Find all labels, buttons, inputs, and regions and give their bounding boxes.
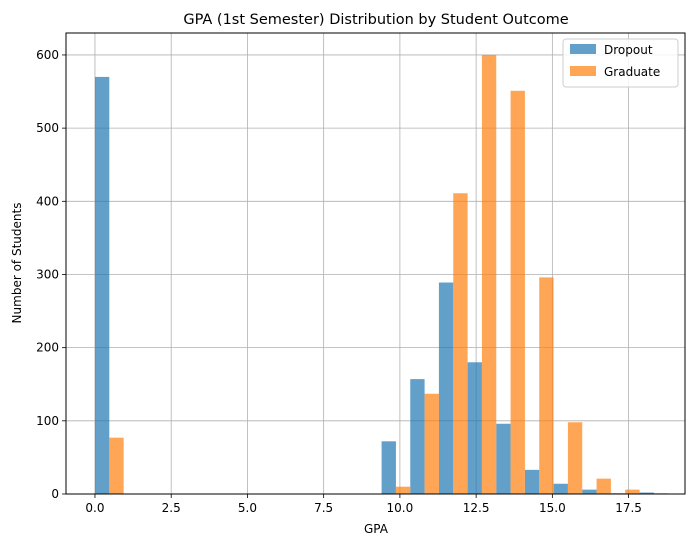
bar-dropout bbox=[94, 76, 110, 495]
x-tick-label: 7.5 bbox=[314, 501, 333, 515]
bar-graduate bbox=[424, 393, 439, 494]
bar-dropout bbox=[553, 483, 568, 494]
bar-graduate bbox=[109, 437, 124, 494]
bar-dropout bbox=[410, 379, 425, 494]
plot-frame bbox=[65, 32, 686, 495]
bar-dropout bbox=[438, 282, 454, 494]
bar-graduate bbox=[395, 486, 411, 494]
x-tick-label: 5.0 bbox=[238, 501, 257, 515]
chart-title: GPA (1st Semester) Distribution by Stude… bbox=[183, 12, 568, 28]
bar-graduate bbox=[539, 277, 554, 494]
bar-graduate bbox=[567, 422, 583, 494]
x-tick-label: 15.0 bbox=[539, 501, 566, 515]
y-tick-label: 600 bbox=[36, 48, 59, 62]
x-tick-label: 2.5 bbox=[162, 501, 181, 515]
y-tick-label: 100 bbox=[36, 414, 59, 428]
x-tick-label: 12.5 bbox=[463, 501, 490, 515]
bar-graduate bbox=[596, 478, 611, 494]
x-axis-label: GPA bbox=[364, 522, 389, 536]
bar-dropout bbox=[582, 489, 597, 494]
legend-swatch-graduate bbox=[570, 66, 596, 76]
bar-graduate bbox=[510, 90, 525, 495]
bar-dropout bbox=[639, 492, 654, 494]
legend: Dropout Graduate bbox=[562, 38, 679, 88]
legend-swatch-dropout bbox=[570, 44, 596, 54]
y-tick-label: 300 bbox=[36, 267, 59, 281]
bar-graduate bbox=[453, 193, 468, 494]
x-tick-label: 0.0 bbox=[85, 501, 104, 515]
x-tick-label: 17.5 bbox=[615, 501, 642, 515]
y-axis-label: Number of Students bbox=[10, 203, 24, 324]
legend-label-dropout: Dropout bbox=[604, 43, 653, 57]
y-tick-label: 0 bbox=[51, 487, 59, 501]
y-axis-ticks: 0 100 200 300 400 500 600 bbox=[36, 48, 66, 501]
legend-label-graduate: Graduate bbox=[604, 65, 660, 79]
x-axis-ticks: 0.0 2.5 5.0 7.5 10.0 12.5 15.0 17.5 bbox=[85, 494, 642, 515]
y-tick-label: 200 bbox=[36, 341, 59, 355]
y-tick-label: 400 bbox=[36, 194, 59, 208]
bar-graduate bbox=[625, 489, 640, 494]
y-tick-label: 500 bbox=[36, 121, 59, 135]
bar-dropout bbox=[496, 423, 511, 494]
bar-dropout bbox=[467, 362, 482, 494]
bar-dropout bbox=[381, 441, 396, 494]
bars bbox=[94, 54, 669, 495]
x-tick-label: 10.0 bbox=[387, 501, 414, 515]
bar-graduate bbox=[481, 54, 497, 494]
bar-dropout bbox=[524, 469, 540, 494]
